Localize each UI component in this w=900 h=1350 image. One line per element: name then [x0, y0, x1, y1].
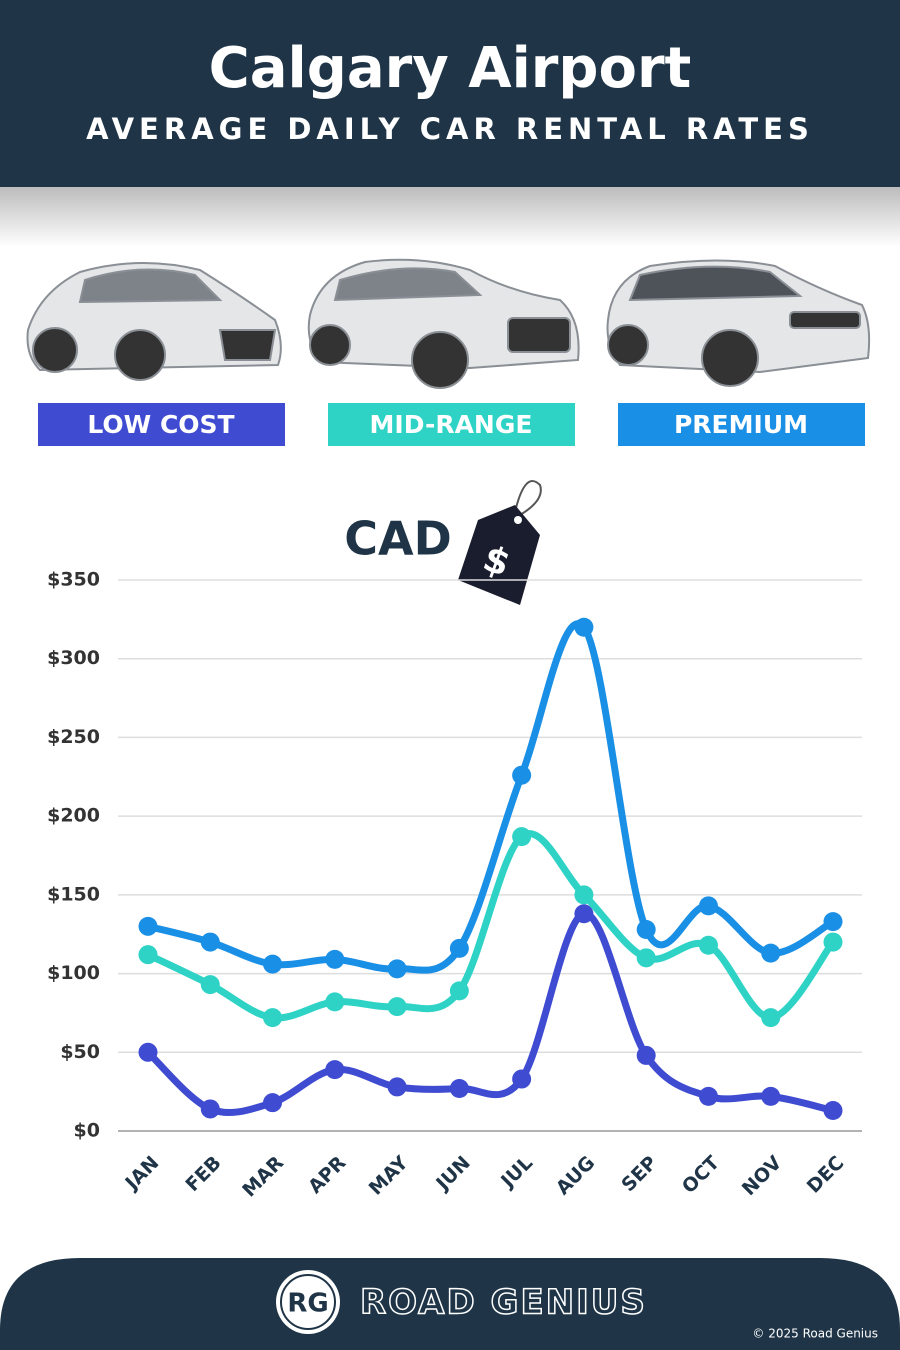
y-tick-label: $0 [74, 1120, 100, 1142]
data-point [761, 1008, 781, 1028]
data-point [200, 1099, 220, 1119]
data-point [200, 975, 220, 995]
x-tick-label: NOV [738, 1152, 786, 1200]
x-tick-label: OCT [678, 1152, 724, 1198]
y-tick-label: $250 [47, 726, 100, 748]
data-point [138, 916, 158, 936]
data-point [823, 932, 843, 952]
data-point [636, 919, 656, 939]
currency-label: CAD [344, 512, 452, 566]
legend-label: MID-RANGE [370, 410, 533, 439]
x-tick-label: JAN [120, 1152, 164, 1196]
subtitle: AVERAGE DAILY CAR RENTAL RATES [86, 112, 814, 146]
brand: ROAD GENIUS [360, 1283, 647, 1323]
data-point [449, 981, 469, 1001]
data-point [325, 1060, 345, 1080]
data-point [387, 1077, 407, 1097]
data-point [325, 949, 345, 969]
data-point [138, 1042, 158, 1062]
x-tick-label: JUL [496, 1152, 537, 1193]
data-point [698, 1086, 718, 1106]
data-point [387, 997, 407, 1017]
data-point [574, 904, 594, 924]
data-point [823, 912, 843, 932]
data-point [512, 765, 532, 785]
data-point [761, 1086, 781, 1106]
car-premium [606, 259, 871, 387]
data-point [636, 948, 656, 968]
x-tick-label: FEB [182, 1152, 226, 1196]
data-point [512, 1069, 532, 1089]
copyright: © 2025 Road Genius [752, 1327, 878, 1341]
data-point [636, 1045, 656, 1065]
legend-box [38, 403, 285, 446]
data-point [200, 932, 220, 952]
x-tick-label: APR [304, 1152, 350, 1198]
title: Calgary Airport [209, 36, 692, 101]
logo-text: RG [287, 1289, 328, 1319]
data-point [449, 938, 469, 958]
y-tick-label: $200 [47, 805, 100, 827]
legend-box [328, 403, 575, 446]
data-point [263, 1093, 283, 1113]
y-tick-label: $150 [47, 883, 100, 905]
x-tick-label: SEP [617, 1152, 661, 1196]
data-point [138, 945, 158, 965]
legend-label: PREMIUM [674, 410, 808, 439]
header-shadow [0, 187, 900, 247]
data-point [823, 1101, 843, 1121]
y-tick-label: $50 [60, 1041, 100, 1063]
data-point [449, 1078, 469, 1098]
x-tick-label: AUG [552, 1152, 599, 1199]
legend-label: LOW COST [87, 410, 234, 439]
data-point [263, 1008, 283, 1028]
logo-circle [276, 1270, 340, 1334]
data-point [761, 943, 781, 963]
data-point [698, 896, 718, 916]
data-point [325, 992, 345, 1012]
data-point [574, 617, 594, 637]
data-point [574, 885, 594, 905]
data-point [512, 827, 532, 847]
x-tick-label: MAY [365, 1152, 413, 1200]
price-tag: $ [458, 480, 542, 605]
car-hatchback [26, 262, 282, 381]
y-tick-label: $100 [47, 962, 100, 984]
data-point [698, 935, 718, 955]
x-tick-label: DEC [803, 1152, 849, 1198]
data-point [263, 954, 283, 974]
car-suv [307, 258, 580, 389]
x-tick-label: MAR [238, 1152, 288, 1202]
y-tick-label: $350 [47, 569, 100, 591]
logo-ring [280, 1274, 336, 1330]
x-tick-label: JUN [431, 1152, 475, 1196]
data-point [387, 959, 407, 979]
y-tick-label: $300 [47, 647, 100, 669]
legend-box [618, 403, 865, 446]
footer [0, 1258, 900, 1350]
header [0, 0, 900, 187]
